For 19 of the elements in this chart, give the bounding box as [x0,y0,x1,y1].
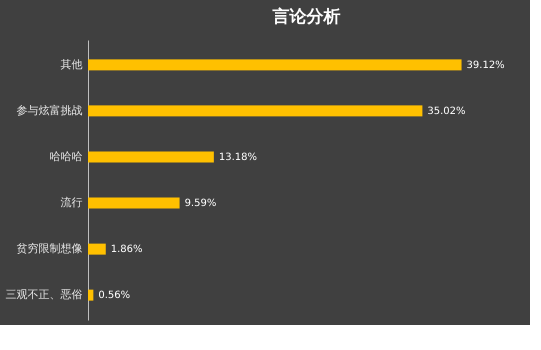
y-tick-label: 参与炫富挑战 [16,104,82,117]
y-tick-label: 流行 [60,196,82,210]
bar [88,151,214,162]
bar [88,105,422,116]
y-tick-label: 其他 [60,58,82,71]
data-label: 39.12% [466,60,505,71]
y-tick-label: 贫穷限制想像 [16,242,82,256]
data-label: 9.59% [184,198,216,210]
bar [88,244,106,255]
y-tick-label: 哈哈哈 [50,150,82,163]
data-label: 0.56% [98,290,130,302]
data-label: 35.02% [427,106,466,117]
bar [88,59,462,70]
data-label: 13.18% [218,152,257,163]
bar [88,290,94,301]
chart-title: 言论分析 [272,7,340,27]
bar [88,198,180,209]
y-tick-label: 三观不正、恶俗 [6,288,82,302]
data-label: 1.86% [110,244,143,256]
